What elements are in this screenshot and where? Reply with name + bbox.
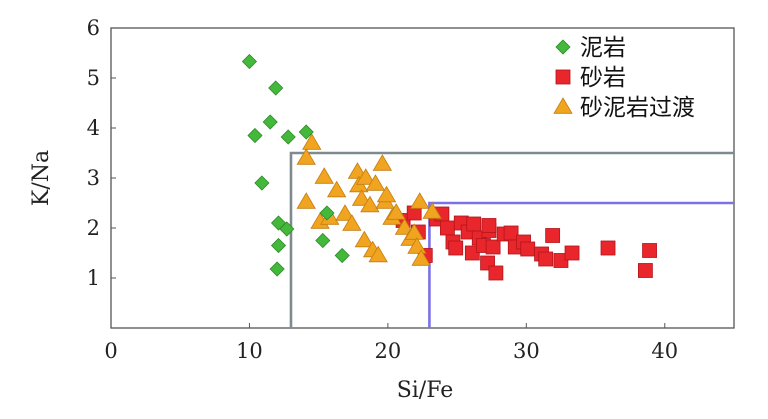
legend-label: 泥岩: [580, 35, 626, 61]
data-point-diamond: [269, 261, 285, 277]
data-point-square: [485, 239, 501, 255]
data-point-triangle: [404, 223, 424, 240]
y-axis-ticks: 1 2 3 4 5 6: [87, 16, 116, 290]
data-point-triangle: [351, 189, 372, 206]
x-axis-ticks: 0 10 20 30 40: [104, 323, 678, 363]
data-point-triangle: [360, 195, 380, 213]
data-point-square: [553, 253, 569, 268]
data-point-triangle: [314, 167, 334, 184]
legend-label: 砂岩: [580, 65, 626, 91]
data-point-square: [600, 240, 616, 256]
data-point-triangle: [372, 154, 393, 171]
data-point-triangle: [407, 237, 427, 254]
data-point-triangle: [386, 203, 406, 220]
region-box-2: [428, 201, 734, 328]
legend-marker-diamond: [555, 39, 571, 55]
data-point-diamond: [270, 237, 287, 254]
data-point-diamond: [315, 232, 331, 249]
data-point-triangle: [411, 249, 431, 266]
data-point-diamond: [279, 221, 295, 237]
data-point-square: [564, 245, 580, 261]
x-tick-label: 30: [513, 339, 540, 363]
data-point-square: [448, 240, 464, 256]
data-point-diamond: [319, 205, 335, 221]
legend-marker-square: [555, 69, 571, 85]
data-point-triangle: [296, 192, 316, 209]
data-points: [241, 53, 657, 281]
data-point-triangle: [422, 202, 442, 219]
data-point-triangle: [365, 174, 386, 191]
legend-label: 砂泥岩过渡: [580, 95, 695, 121]
x-tick-label: 20: [375, 339, 402, 363]
data-point-triangle: [342, 214, 362, 231]
x-tick-label: 10: [236, 339, 263, 363]
data-point-square: [520, 241, 536, 257]
data-point-triangle: [302, 133, 322, 150]
y-axis-label: K/Na: [29, 150, 54, 206]
data-point-triangle: [376, 185, 397, 203]
data-point-square: [466, 216, 482, 232]
data-point-diamond: [247, 127, 263, 144]
data-point-diamond: [298, 124, 314, 140]
y-tick-label: 6: [87, 16, 100, 40]
data-point-square: [440, 220, 455, 236]
data-point-diamond: [334, 247, 350, 264]
data-point-square: [545, 228, 561, 243]
y-tick-label: 2: [87, 216, 100, 240]
legend-marker-triangle: [553, 97, 573, 114]
region-box-1: [289, 151, 734, 328]
data-point-triangle: [335, 204, 355, 221]
y-tick-label: 4: [87, 116, 100, 140]
data-point-triangle: [394, 218, 415, 235]
data-point-triangle: [296, 148, 316, 165]
data-point-diamond: [262, 114, 278, 130]
data-point-triangle: [356, 168, 376, 185]
data-point-diamond: [254, 175, 270, 191]
x-axis-label: Si/Fe: [397, 378, 454, 403]
data-point-triangle: [410, 192, 430, 209]
data-point-square: [642, 243, 657, 258]
data-point-square: [637, 263, 653, 278]
data-point-diamond: [241, 53, 258, 70]
y-tick-label: 1: [87, 266, 100, 290]
y-tick-label: 5: [87, 66, 100, 90]
data-point-square: [538, 251, 554, 267]
data-point-triangle: [326, 180, 347, 198]
data-point-diamond: [280, 129, 296, 145]
data-point-diamond: [268, 80, 284, 96]
data-point-triangle: [354, 230, 375, 248]
data-point-square: [488, 265, 504, 281]
data-point-square: [503, 225, 519, 241]
data-point-triangle: [368, 245, 388, 263]
data-point-square: [464, 245, 480, 261]
x-tick-label: 40: [651, 339, 678, 363]
region-boxes: [289, 151, 734, 328]
data-point-square: [481, 218, 497, 233]
plot-area: [110, 27, 735, 329]
y-tick-label: 3: [87, 166, 100, 190]
x-tick-label: 0: [104, 339, 117, 363]
